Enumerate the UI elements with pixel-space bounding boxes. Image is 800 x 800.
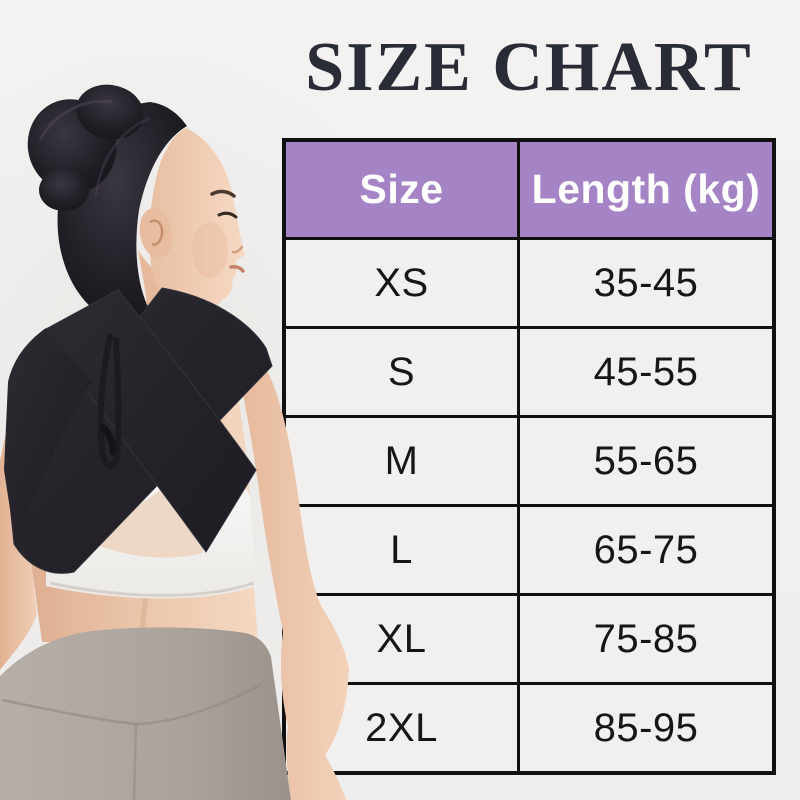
length-cell: 45-55 <box>517 329 772 415</box>
size-cell: L <box>390 527 413 572</box>
size-cell: XL <box>376 616 427 661</box>
size-cell: 2XL <box>365 705 438 750</box>
size-cell: XS <box>374 260 429 305</box>
size-cell: M <box>384 438 419 483</box>
table-row: M 55-65 <box>286 415 772 504</box>
length-cell: 65-75 <box>517 507 772 593</box>
page-title: SIZE CHART <box>305 29 753 106</box>
table-header-row: Size Length (kg) <box>286 142 772 237</box>
length-cell: 75-85 <box>517 596 772 682</box>
length-cell: 55-65 <box>517 418 772 504</box>
length-cell: 35-45 <box>517 240 772 326</box>
table-row: S 45-55 <box>286 326 772 415</box>
column-header-length: Length (kg) <box>517 142 772 237</box>
table-row: XS 35-45 <box>286 237 772 326</box>
column-header-size: Size <box>359 166 444 212</box>
size-cell: S <box>387 349 416 394</box>
length-cell: 85-95 <box>517 685 772 771</box>
size-chart-table: Size Length (kg) XS 35-45 S 45-55 M 55-6… <box>282 138 776 775</box>
table-row: XL 75-85 <box>286 593 772 682</box>
table-row: 2XL 85-95 <box>286 682 772 771</box>
table-row: L 65-75 <box>286 504 772 593</box>
